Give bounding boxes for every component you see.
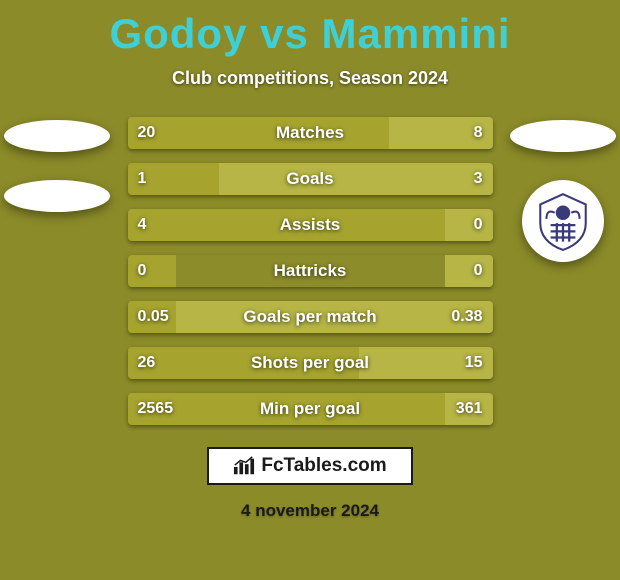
club-crest-icon (532, 190, 594, 252)
stat-left-fill (128, 301, 176, 333)
chart-icon (233, 456, 255, 476)
page-subtitle: Club competitions, Season 2024 (172, 68, 448, 89)
right-player-badges (508, 120, 618, 262)
page-title: Godoy vs Mammini (109, 10, 510, 58)
stat-row: Min per goal2565361 (128, 393, 493, 425)
stat-left-fill (128, 393, 445, 425)
stat-right-fill (445, 393, 493, 425)
stat-right-fill (359, 347, 493, 379)
stat-left-fill (128, 255, 176, 287)
stat-right-fill (445, 255, 493, 287)
stat-left-fill (128, 347, 359, 379)
stat-left-fill (128, 163, 219, 195)
brand-text: FcTables.com (261, 455, 386, 477)
stat-row: Hattricks00 (128, 255, 493, 287)
left-badge-2 (4, 180, 110, 212)
right-club-logo (522, 180, 604, 262)
stat-left-fill (128, 209, 445, 241)
stat-row: Matches208 (128, 117, 493, 149)
footer-date: 4 november 2024 (241, 501, 379, 521)
left-badge-1 (4, 120, 110, 152)
stat-row: Shots per goal2615 (128, 347, 493, 379)
stat-right-fill (389, 117, 493, 149)
comparison-infographic: Godoy vs Mammini Club competitions, Seas… (0, 0, 620, 580)
stat-bars: Matches208 Goals13 Assists40 Hattricks00 Goa… (128, 117, 493, 425)
stat-row: Assists40 (128, 209, 493, 241)
stat-row: Goals13 (128, 163, 493, 195)
stat-right-fill (219, 163, 493, 195)
stat-row: Goals per match0.050.38 (128, 301, 493, 333)
brand-badge: FcTables.com (207, 447, 412, 485)
stat-label: Hattricks (128, 255, 493, 287)
left-player-badges (2, 120, 112, 212)
right-badge-1 (510, 120, 616, 152)
stat-right-fill (176, 301, 493, 333)
stat-left-fill (128, 117, 389, 149)
stat-right-fill (445, 209, 493, 241)
